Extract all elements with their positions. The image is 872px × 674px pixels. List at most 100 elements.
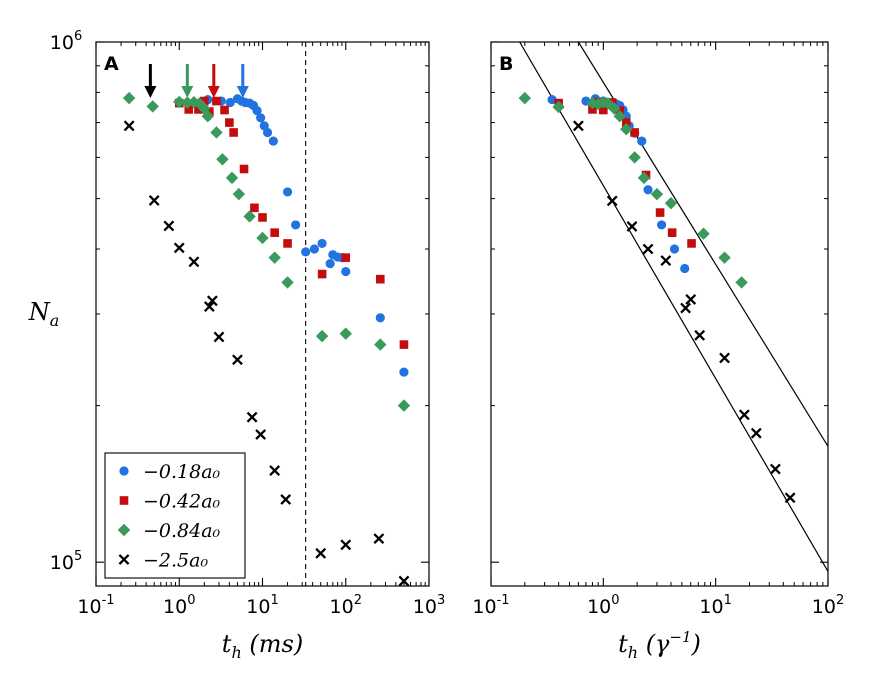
data-point xyxy=(268,136,278,146)
data-point xyxy=(340,539,352,551)
data-point xyxy=(173,242,185,254)
data-series xyxy=(122,91,411,412)
data-point xyxy=(210,126,223,139)
x-tick-label: 100 xyxy=(587,593,619,618)
data-point xyxy=(188,256,200,268)
data-point xyxy=(630,128,639,137)
panel-b: 10-1 100 101 102 Bth (γ−1) xyxy=(472,41,844,662)
fit-line xyxy=(519,42,828,572)
data-point xyxy=(750,427,762,439)
data-point xyxy=(225,118,234,127)
data-series xyxy=(572,120,796,504)
legend-label: −0.18a₀ xyxy=(143,461,221,483)
data-point xyxy=(660,255,672,267)
arrow-head xyxy=(236,86,249,98)
data-point xyxy=(301,247,311,257)
data-point xyxy=(270,228,279,237)
data-point xyxy=(341,266,351,277)
data-point xyxy=(256,231,269,245)
legend-label: −2.5a₀ xyxy=(143,550,208,572)
data-point xyxy=(341,253,351,262)
data-point xyxy=(373,533,385,545)
data-point xyxy=(588,105,597,114)
data-point xyxy=(317,269,327,279)
data-point xyxy=(601,97,615,110)
data-point xyxy=(220,105,229,115)
data-point xyxy=(243,210,256,223)
data-point xyxy=(621,118,631,127)
data-point xyxy=(255,429,267,440)
data-point xyxy=(694,329,706,341)
data-point xyxy=(239,164,249,174)
data-point xyxy=(252,106,262,116)
data-point xyxy=(123,120,135,132)
data-point xyxy=(374,338,387,351)
data-point xyxy=(163,220,175,232)
x-axis-title: th (ms) xyxy=(222,630,303,662)
x-tick-label: 10-1 xyxy=(77,593,114,618)
data-point xyxy=(572,120,584,132)
data-point xyxy=(738,409,750,421)
data-point xyxy=(669,244,680,254)
data-point xyxy=(628,151,641,164)
plot-frame xyxy=(490,41,829,587)
data-point xyxy=(213,331,225,343)
x-tick-label: 101 xyxy=(699,593,731,618)
data-point xyxy=(643,185,653,195)
data-point xyxy=(225,171,239,185)
x-tick-label: 101 xyxy=(246,593,278,618)
arrow-head xyxy=(144,86,157,98)
data-series xyxy=(123,120,410,586)
data-point xyxy=(637,136,647,146)
data-point xyxy=(258,213,267,222)
data-point xyxy=(205,107,214,116)
data-point xyxy=(232,187,246,201)
data-point xyxy=(225,97,235,108)
x-tick-label: 100 xyxy=(163,593,195,618)
data-point xyxy=(626,221,638,232)
data-point xyxy=(262,127,273,138)
arrow-head xyxy=(181,86,194,98)
data-point xyxy=(119,466,129,476)
data-point xyxy=(339,327,352,340)
data-point xyxy=(399,367,409,377)
data-point xyxy=(200,96,209,106)
data-point xyxy=(216,153,229,166)
data-point xyxy=(613,110,626,123)
legend-label: −0.84a₀ xyxy=(143,520,221,542)
data-point xyxy=(282,187,293,197)
legend-box xyxy=(104,452,246,579)
data-point xyxy=(206,295,218,307)
data-point xyxy=(122,91,136,105)
panel-label: A xyxy=(104,53,119,75)
data-point xyxy=(246,411,258,423)
data-point xyxy=(193,97,206,110)
data-point xyxy=(685,294,697,305)
data-point xyxy=(201,110,214,123)
data-point xyxy=(117,523,131,537)
data-point xyxy=(146,100,159,113)
data-point xyxy=(518,91,532,105)
data-point xyxy=(375,313,385,323)
data-point xyxy=(769,463,781,475)
x-axis-title: th (γ−1) xyxy=(618,628,701,662)
data-point xyxy=(291,220,301,230)
data-point xyxy=(184,105,194,114)
data-point xyxy=(637,171,651,185)
arrow-head xyxy=(207,86,220,98)
data-point xyxy=(187,96,201,109)
data-point xyxy=(606,195,618,207)
data-point xyxy=(398,575,410,586)
data-point xyxy=(173,95,186,109)
data-point xyxy=(203,301,215,313)
data-point xyxy=(719,352,730,364)
data-point xyxy=(315,547,327,559)
data-series xyxy=(518,91,748,289)
data-point xyxy=(599,105,608,115)
data-point xyxy=(397,399,411,412)
data-point xyxy=(655,208,665,217)
data-point xyxy=(687,239,696,248)
y-axis-title: Na xyxy=(28,298,60,330)
data-point xyxy=(283,239,292,248)
